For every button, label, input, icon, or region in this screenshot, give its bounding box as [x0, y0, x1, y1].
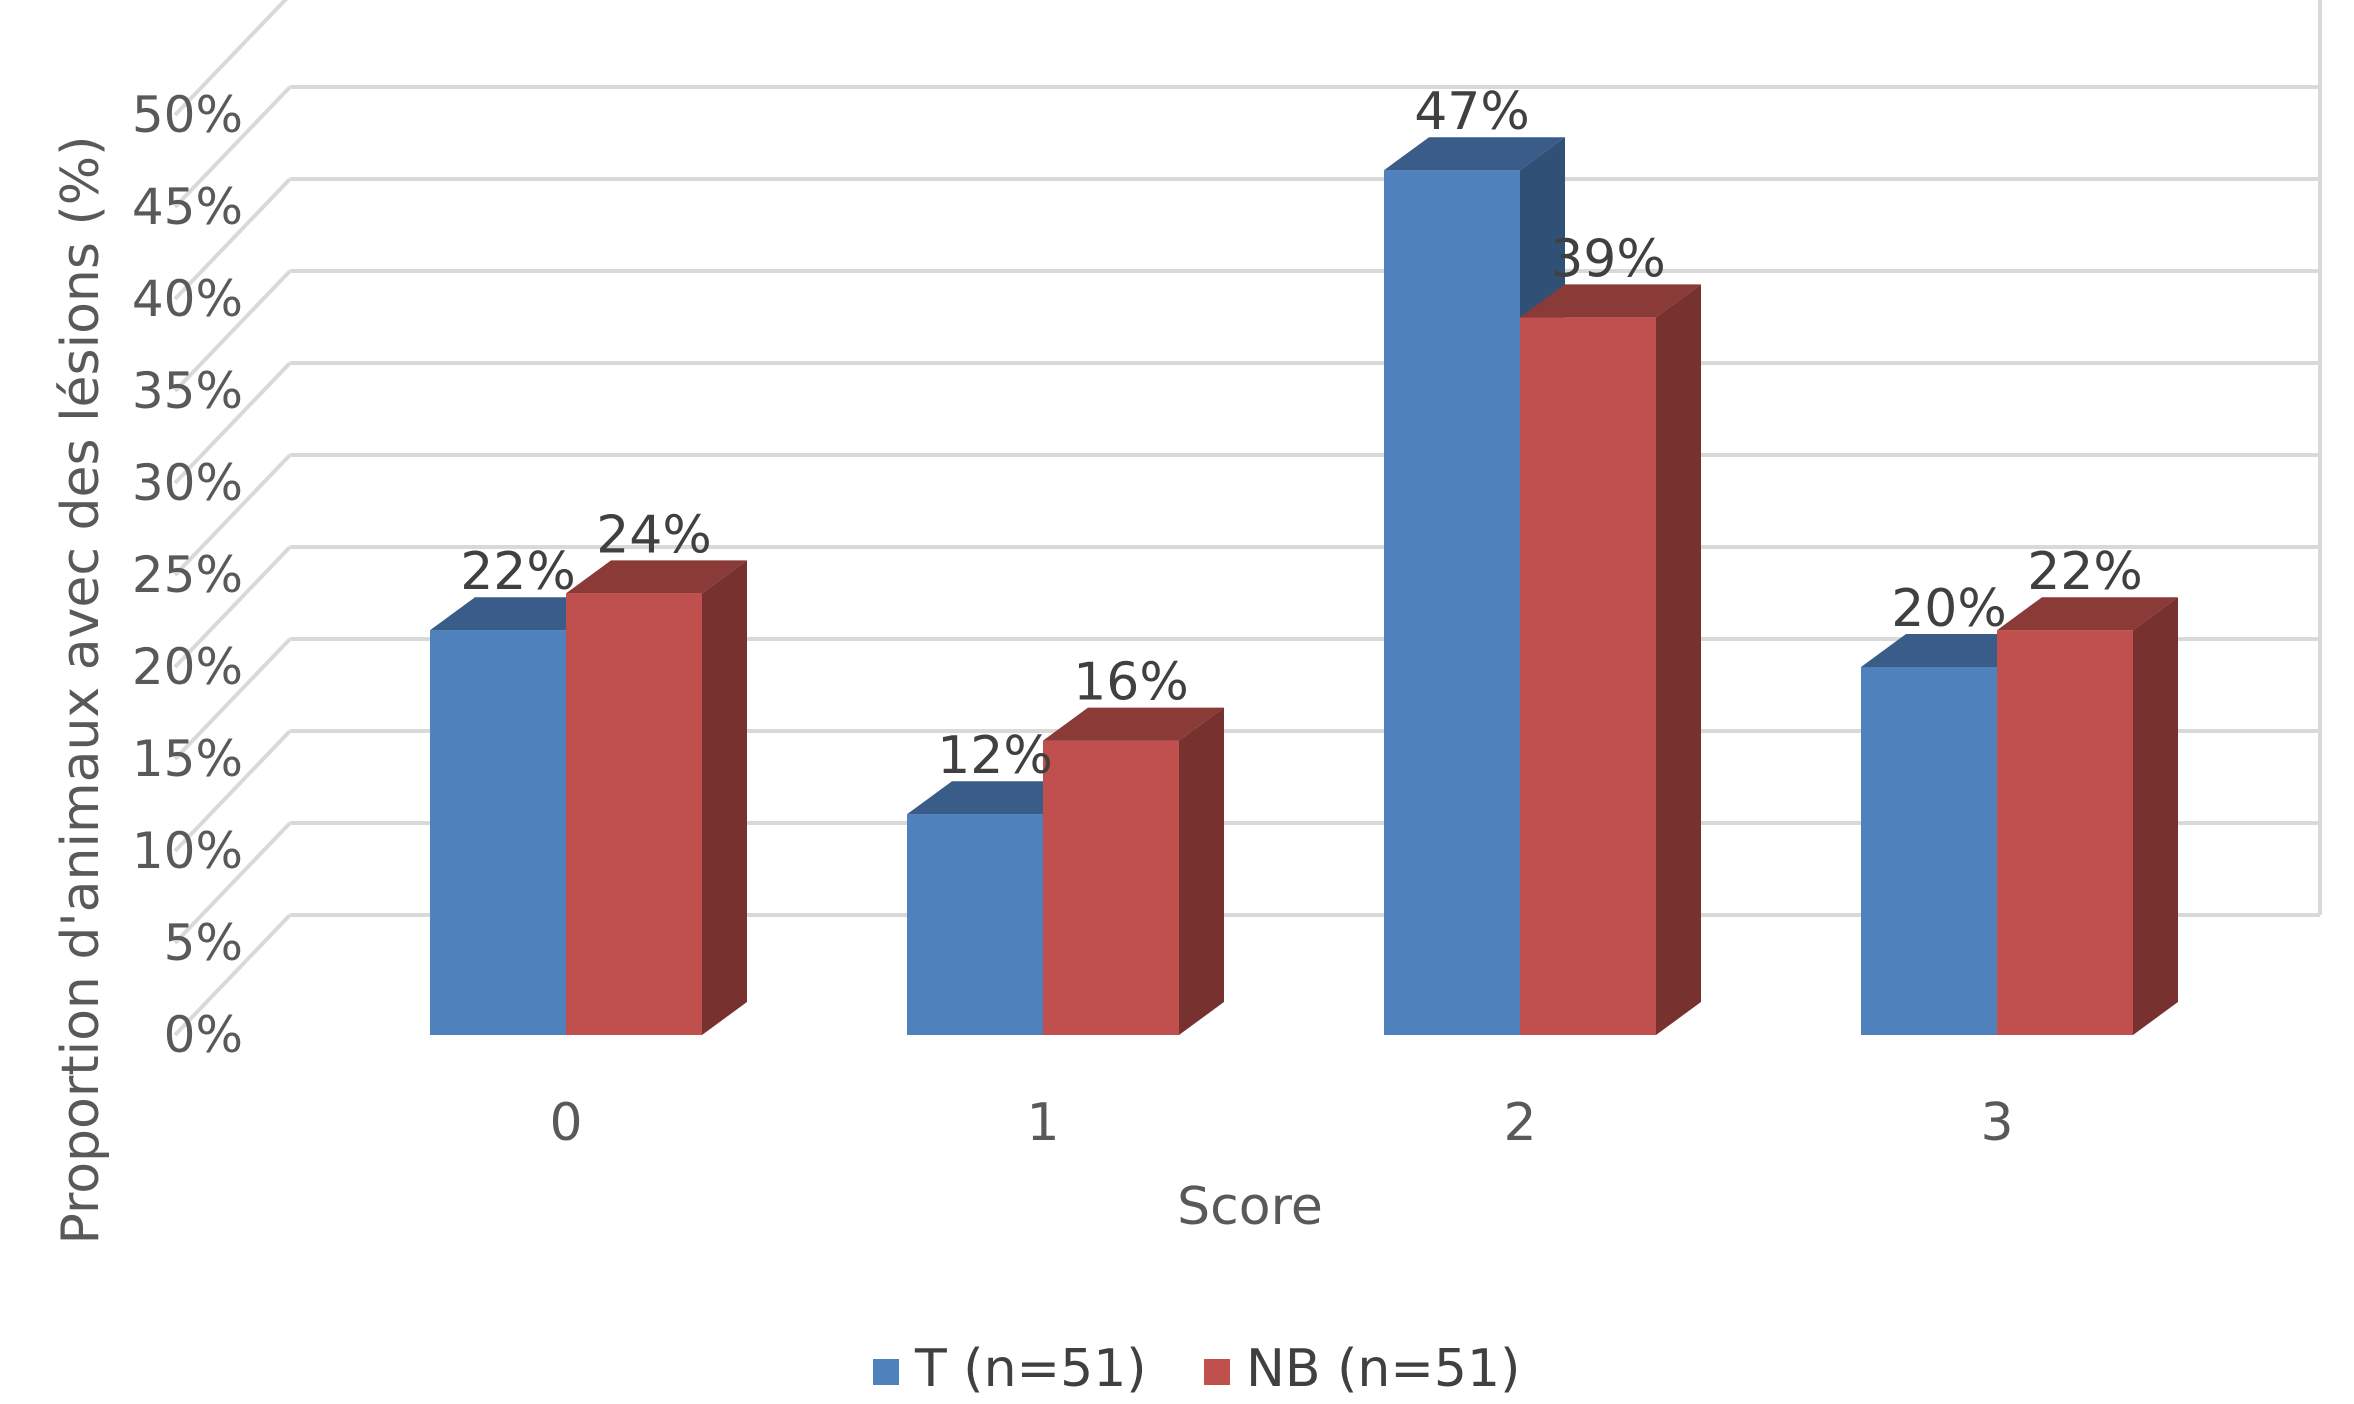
bar-top — [1997, 597, 2178, 631]
bar-top — [1520, 284, 1701, 318]
bar-front — [566, 593, 702, 1035]
legend-swatch — [1204, 1359, 1230, 1385]
bar-front — [1520, 317, 1656, 1035]
bar-top — [1384, 137, 1565, 171]
gridlines — [173, 0, 2322, 1037]
bar-side — [1179, 707, 1224, 1035]
bar — [1997, 597, 2178, 1035]
gridline-depth — [173, 361, 292, 485]
gridline-depth — [173, 0, 288, 117]
gridline-depth — [173, 453, 292, 577]
bar — [566, 560, 747, 1035]
data-label: 22% — [2027, 542, 2143, 602]
y-tick-label: 45% — [132, 178, 243, 236]
y-tick-label: 30% — [132, 454, 243, 512]
bar-top — [566, 560, 747, 594]
gridline-depth — [173, 269, 292, 393]
legend-label: NB (n=51) — [1246, 1339, 1520, 1399]
data-labels: 22% 24% 12% 16% 47% 39% 20% 22% — [460, 82, 2143, 786]
x-category-label: 2 — [1503, 1093, 1536, 1153]
data-label: 22% — [460, 542, 576, 602]
data-label: 47% — [1414, 82, 1530, 142]
legend-label: T (n=51) — [914, 1339, 1147, 1399]
gridline-depth — [173, 729, 292, 853]
bar-side — [1656, 284, 1701, 1035]
x-category-label: 3 — [1980, 1093, 2013, 1153]
data-label: 12% — [937, 726, 1053, 786]
y-tick-label: 50% — [132, 86, 243, 144]
y-axis-ticks: 0% 5% 10% 15% 20% 25% 30% 35% 40% 45% 50% — [132, 86, 243, 1064]
data-label: 39% — [1550, 229, 1666, 289]
bar-top — [430, 597, 611, 631]
y-tick-label: 40% — [132, 270, 243, 328]
bars — [430, 137, 2178, 1035]
bar-top — [907, 781, 1088, 815]
legend-swatch — [873, 1359, 899, 1385]
y-tick-label: 10% — [132, 822, 243, 880]
x-axis-categories: 0 1 2 3 — [549, 1093, 2013, 1153]
y-axis-title: Proportion d'animaux avec des lésions (%… — [51, 136, 111, 1245]
y-tick-label: 5% — [164, 914, 243, 972]
gridline-depth — [173, 637, 292, 761]
gridline-depth — [173, 177, 292, 301]
data-label: 16% — [1073, 653, 1189, 713]
y-tick-label: 0% — [164, 1006, 243, 1064]
x-category-label: 0 — [549, 1093, 582, 1153]
y-tick-label: 15% — [132, 730, 243, 788]
gridline-depth — [173, 545, 292, 669]
x-axis-title: Score — [1177, 1177, 1323, 1237]
bar-side — [2133, 597, 2178, 1035]
gridline-depth — [173, 821, 292, 945]
bar-front — [907, 814, 1043, 1035]
y-tick-label: 20% — [132, 638, 243, 696]
y-tick-label: 35% — [132, 362, 243, 420]
data-label: 24% — [596, 505, 712, 565]
bar-top — [1861, 634, 2042, 667]
data-label: 20% — [1891, 579, 2007, 639]
y-tick-label: 25% — [132, 546, 243, 604]
bar-front — [1384, 170, 1520, 1035]
bar-front — [1997, 630, 2133, 1035]
legend-item: NB (n=51) — [1204, 1339, 1520, 1399]
bar-front — [1861, 667, 1997, 1035]
bar — [1520, 284, 1701, 1035]
bar — [1043, 707, 1224, 1035]
gridline-depth — [173, 85, 292, 209]
bar-side — [702, 560, 747, 1035]
x-category-label: 1 — [1026, 1093, 1059, 1153]
bar-front — [430, 630, 566, 1035]
bar-top — [1043, 707, 1224, 741]
bar-front — [1043, 740, 1179, 1035]
legend: T (n=51) NB (n=51) — [873, 1339, 1520, 1399]
legend-item: T (n=51) — [873, 1339, 1147, 1399]
gridline-depth — [173, 913, 292, 1037]
